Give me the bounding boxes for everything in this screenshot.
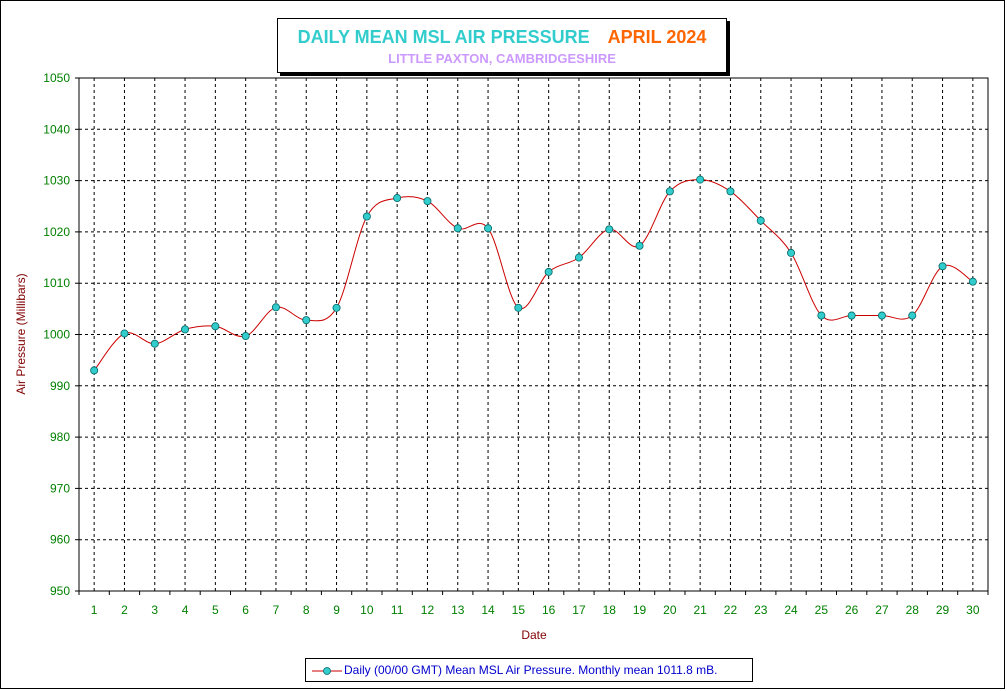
x-tick-label: 27 xyxy=(875,603,889,617)
x-tick-label: 22 xyxy=(724,603,738,617)
x-tick-label: 3 xyxy=(151,603,158,617)
x-tick-label: 8 xyxy=(303,603,310,617)
data-point xyxy=(817,311,826,320)
x-tick-label: 26 xyxy=(845,603,859,617)
y-tick-label: 1030 xyxy=(43,174,70,188)
title-box: DAILY MEAN MSL AIR PRESSURE APRIL 2024 LI… xyxy=(277,18,727,73)
data-point xyxy=(847,311,856,320)
series-points xyxy=(90,175,977,375)
y-tick-label: 950 xyxy=(50,584,70,598)
x-tick-label: 19 xyxy=(633,603,647,617)
x-axis-ticks: 1 2 3 4 5 6 7 8 9 10 11 12 13 14 15 16 17 18 19 20 21 22 23 24 2… xyxy=(78,591,989,617)
x-tick-label: 20 xyxy=(663,603,677,617)
y-tick-label: 960 xyxy=(50,533,70,547)
y-axis-ticks: 950 960 970 980 990 1000 1010 1020 1030 1040 1050 xyxy=(43,71,79,598)
data-point xyxy=(908,311,917,320)
data-point xyxy=(484,224,493,233)
legend-swatch xyxy=(312,667,342,675)
y-tick-label: 1020 xyxy=(43,225,70,239)
x-tick-label: 6 xyxy=(242,603,249,617)
data-point xyxy=(332,303,341,312)
data-point xyxy=(241,332,250,341)
x-tick-label: 10 xyxy=(360,603,374,617)
x-tick-label: 1 xyxy=(91,603,98,617)
data-point xyxy=(756,216,765,225)
x-tick-label: 15 xyxy=(512,603,526,617)
data-point xyxy=(544,267,553,276)
data-point xyxy=(120,329,129,338)
x-tick-label: 11 xyxy=(391,603,404,617)
x-tick-label: 2 xyxy=(121,603,128,617)
data-point xyxy=(514,303,523,312)
data-point xyxy=(302,316,311,325)
chart-title-month: APRIL 2024 xyxy=(607,27,707,47)
legend-label: Daily (00/00 GMT) Mean MSL Air Pressure.… xyxy=(344,663,718,677)
x-tick-label: 29 xyxy=(936,603,950,617)
title-line: DAILY MEAN MSL AIR PRESSURE APRIL 2024 xyxy=(278,27,726,48)
data-point xyxy=(696,175,705,184)
x-tick-label: 12 xyxy=(421,603,435,617)
data-point xyxy=(726,187,735,196)
data-point xyxy=(362,212,371,221)
y-tick-label: 1000 xyxy=(43,328,70,342)
x-tick-label: 28 xyxy=(906,603,920,617)
x-tick-label: 9 xyxy=(333,603,340,617)
data-point xyxy=(787,248,796,257)
chart-subtitle: LITTLE PAXTON, CAMBRIDGESHIRE xyxy=(388,51,616,66)
y-tick-label: 1010 xyxy=(43,276,70,290)
x-tick-label: 24 xyxy=(784,603,798,617)
y-tick-label: 990 xyxy=(50,379,70,393)
data-point xyxy=(211,322,220,331)
data-point xyxy=(635,241,644,250)
y-tick-label: 1050 xyxy=(43,71,70,85)
data-point xyxy=(574,253,583,262)
x-axis-label: Date xyxy=(521,628,547,642)
y-tick-label: 1040 xyxy=(43,122,70,136)
data-point xyxy=(181,325,190,334)
x-tick-label: 23 xyxy=(754,603,768,617)
data-point xyxy=(271,303,280,312)
data-point xyxy=(90,366,99,375)
x-tick-label: 18 xyxy=(603,603,617,617)
x-tick-label: 7 xyxy=(273,603,280,617)
legend: Daily (00/00 GMT) Mean MSL Air Pressure.… xyxy=(305,658,753,682)
x-tick-label: 13 xyxy=(451,603,465,617)
y-axis-label: Air Pressure (Millibars) xyxy=(14,273,28,394)
y-tick-label: 980 xyxy=(50,430,70,444)
data-point xyxy=(877,311,886,320)
data-point xyxy=(968,277,977,286)
plot-area xyxy=(79,78,988,591)
x-tick-label: 14 xyxy=(481,603,495,617)
data-point xyxy=(938,262,947,271)
data-point xyxy=(605,225,614,234)
x-tick-label: 17 xyxy=(572,603,586,617)
x-tick-label: 30 xyxy=(966,603,980,617)
y-tick-label: 970 xyxy=(50,481,70,495)
x-tick-label: 5 xyxy=(212,603,219,617)
data-point xyxy=(423,197,432,206)
chart-title: DAILY MEAN MSL AIR PRESSURE xyxy=(297,27,590,47)
data-point xyxy=(393,194,402,203)
x-tick-label: 4 xyxy=(182,603,189,617)
x-tick-label: 16 xyxy=(542,603,556,617)
grid-lines xyxy=(79,78,988,591)
x-tick-label: 25 xyxy=(815,603,829,617)
data-point xyxy=(453,224,462,233)
data-point xyxy=(665,187,674,196)
data-point xyxy=(150,339,159,348)
x-tick-label: 21 xyxy=(693,603,707,617)
